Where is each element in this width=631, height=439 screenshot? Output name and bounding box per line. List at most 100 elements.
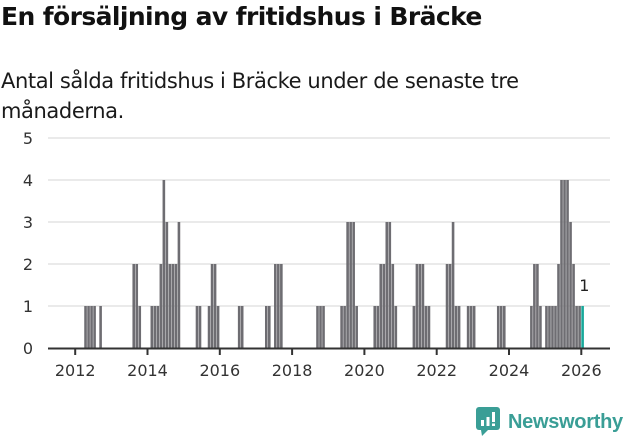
- bar-chart-speech-bubble-icon: [476, 407, 500, 436]
- bar: [132, 264, 136, 348]
- bar: [346, 222, 349, 348]
- bar: [466, 306, 470, 348]
- bar: [548, 306, 551, 348]
- bars: [84, 180, 584, 348]
- bar: [99, 306, 102, 348]
- x-tick-label: 2018: [272, 361, 313, 380]
- bar: [499, 306, 503, 348]
- y-tick-label: 5: [23, 129, 33, 148]
- bar: [352, 222, 355, 348]
- bar: [171, 264, 175, 348]
- bar: [445, 264, 449, 348]
- x-tick-label: 2016: [199, 361, 240, 380]
- annotation-label: 1: [579, 276, 589, 295]
- bar: [343, 306, 346, 348]
- bar: [280, 264, 283, 348]
- bar: [472, 306, 476, 348]
- bar: [87, 306, 90, 348]
- bar: [174, 264, 178, 348]
- y-tick-label: 4: [23, 171, 33, 190]
- bar: [240, 306, 244, 348]
- bar: [424, 306, 428, 348]
- bar: [560, 180, 563, 348]
- bar: [153, 306, 157, 348]
- last-value-annotation: 1: [578, 275, 591, 297]
- bar: [355, 306, 358, 348]
- bar: [373, 306, 377, 348]
- bar: [566, 180, 569, 348]
- bar: [457, 306, 461, 348]
- bar: [502, 306, 506, 348]
- chart-title: En försäljning av fritidshus i Bräcke: [1, 2, 482, 31]
- bar: [575, 306, 578, 348]
- x-tick-label: 2024: [489, 361, 530, 380]
- bar: [572, 264, 575, 348]
- x-tick-label: 2012: [55, 361, 96, 380]
- x-tick-label: 2026: [561, 361, 602, 380]
- bar: [237, 306, 241, 348]
- bar: [264, 306, 268, 348]
- y-tick-label: 0: [23, 339, 33, 358]
- bar: [391, 264, 395, 348]
- bar: [427, 306, 431, 348]
- y-axis-labels: 0 1 2 3 4 5: [23, 129, 33, 358]
- bar: [388, 222, 392, 348]
- x-tick-label: 2020: [344, 361, 385, 380]
- chart-subtitle: Antal sålda fritidshus i Bräcke under de…: [1, 69, 519, 123]
- bar: [349, 222, 352, 348]
- bar: [533, 264, 536, 348]
- bar: [195, 306, 199, 348]
- bar: [150, 306, 154, 348]
- bar: [213, 264, 217, 348]
- bar: [581, 306, 584, 348]
- bar: [177, 222, 181, 348]
- bar: [551, 306, 554, 348]
- gridlines: [48, 137, 610, 307]
- bar: [156, 306, 160, 348]
- bar: [454, 306, 458, 348]
- bar: [198, 306, 202, 348]
- newsworthy-logo[interactable]: Newsworthy: [476, 407, 623, 437]
- bar: [340, 306, 343, 348]
- bar: [277, 264, 280, 348]
- bar: [268, 306, 271, 348]
- bar: [210, 264, 214, 348]
- bar: [135, 264, 139, 348]
- bar: [418, 264, 422, 348]
- bar: [84, 306, 87, 348]
- bar: [545, 306, 548, 348]
- bar: [530, 306, 533, 348]
- bar: [216, 306, 220, 348]
- bar: [536, 264, 539, 348]
- bar: [578, 306, 581, 348]
- bar: [322, 306, 325, 348]
- bar: [412, 306, 416, 348]
- y-tick-label: 1: [23, 297, 33, 316]
- bar: [93, 306, 96, 348]
- bar: [138, 306, 142, 348]
- bar: [379, 264, 383, 348]
- bar: [448, 264, 452, 348]
- bar: [539, 306, 542, 348]
- bar: [451, 222, 455, 348]
- bar: [319, 306, 322, 348]
- logo-text: Newsworthy: [508, 410, 623, 433]
- bar: [496, 306, 500, 348]
- y-tick-label: 3: [23, 213, 33, 232]
- y-tick-label: 2: [23, 255, 33, 274]
- bar: [165, 222, 169, 348]
- bar: [168, 264, 172, 348]
- bar: [385, 222, 389, 348]
- bar: [569, 222, 572, 348]
- bar: [382, 264, 386, 348]
- bar: [415, 264, 419, 348]
- bar: [316, 306, 319, 348]
- bar: [421, 264, 425, 348]
- bar: [394, 306, 398, 348]
- bar: [159, 264, 163, 348]
- bar: [469, 306, 473, 348]
- bar: [274, 264, 277, 348]
- bar: [207, 306, 211, 348]
